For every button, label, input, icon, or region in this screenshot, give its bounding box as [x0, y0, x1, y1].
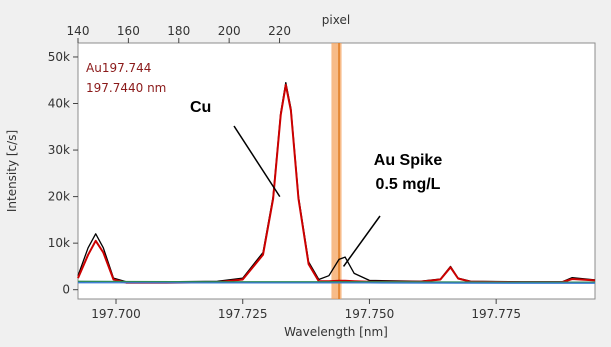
- x-tick-label: 197.725: [218, 307, 268, 321]
- annotation-cu: Cu: [190, 99, 211, 116]
- peak-label-line2: 197.7440 nm: [86, 81, 166, 95]
- top-tick-label: 140: [67, 24, 90, 38]
- series-layer: [77, 81, 596, 284]
- top-tick-label: 180: [167, 24, 190, 38]
- y-tick-label: 0: [62, 283, 70, 297]
- series-line-3: [77, 282, 595, 284]
- annotation-au-line2: 0.5 mg/L: [376, 176, 441, 193]
- x-tick-label: 197.775: [471, 307, 521, 321]
- ticks-layer: 197.700 197.725 197.750 197.775 0 10k 20k 30k 40…: [48, 24, 521, 321]
- peak-label-line1: Au197.744: [86, 61, 151, 75]
- annotation-au-pointer: [342, 215, 381, 267]
- top-axis-title: pixel: [322, 13, 350, 27]
- top-tick-label: 160: [117, 24, 140, 38]
- y-tick-label: 10k: [48, 236, 70, 250]
- y-tick-label: 40k: [48, 97, 70, 111]
- y-tick-label: 30k: [48, 143, 70, 157]
- x-tick-label: 197.700: [91, 307, 141, 321]
- highlight-band: [331, 43, 342, 299]
- series-line-2: [77, 280, 595, 283]
- y-tick-label: 20k: [48, 190, 70, 204]
- y-tick-label: 50k: [48, 50, 70, 64]
- annotation-cu-pointer: [233, 125, 281, 198]
- x-axis-title: Wavelength [nm]: [284, 325, 388, 339]
- annotation-au-line1: Au Spike: [374, 152, 443, 169]
- top-tick-label: 200: [218, 24, 241, 38]
- top-tick-label: 220: [268, 24, 291, 38]
- x-tick-label: 197.750: [345, 307, 395, 321]
- y-axis-title: Intensity [c/s]: [5, 130, 19, 212]
